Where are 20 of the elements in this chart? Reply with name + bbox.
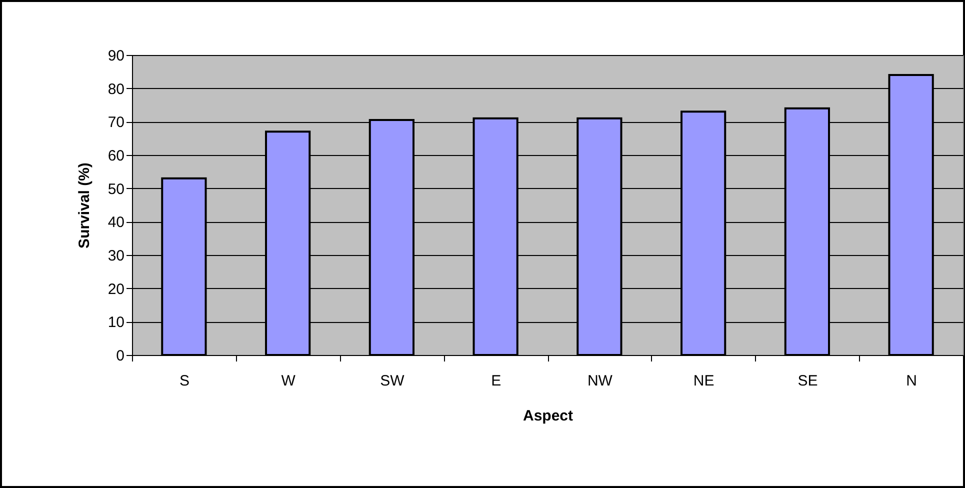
x-tick-label: SE	[798, 372, 818, 390]
x-tick-label: NW	[587, 372, 614, 390]
y-tick-label: 60	[108, 148, 124, 164]
y-axis-title: Survival (%)	[76, 162, 93, 248]
y-tick-label: 50	[108, 180, 124, 198]
y-tick-label: 90	[108, 48, 124, 64]
y-tick-label: 20	[108, 280, 124, 298]
y-tick-label: 70	[108, 114, 124, 132]
x-axis-title: Aspect	[522, 408, 574, 424]
y-tick-label: 30	[108, 248, 124, 264]
x-tick-label: N	[906, 372, 917, 390]
y-tick-label: 10	[108, 314, 124, 332]
y-tick-label: 40	[108, 214, 124, 232]
x-tick-label: E	[491, 372, 502, 390]
x-tick-label: SW	[380, 372, 406, 390]
x-tick-label: NE	[693, 372, 714, 390]
y-tick-label: 0	[116, 348, 124, 364]
x-tick-label: S	[179, 372, 190, 390]
x-tick-label: W	[281, 372, 296, 390]
y-tick-label: 80	[108, 80, 124, 98]
